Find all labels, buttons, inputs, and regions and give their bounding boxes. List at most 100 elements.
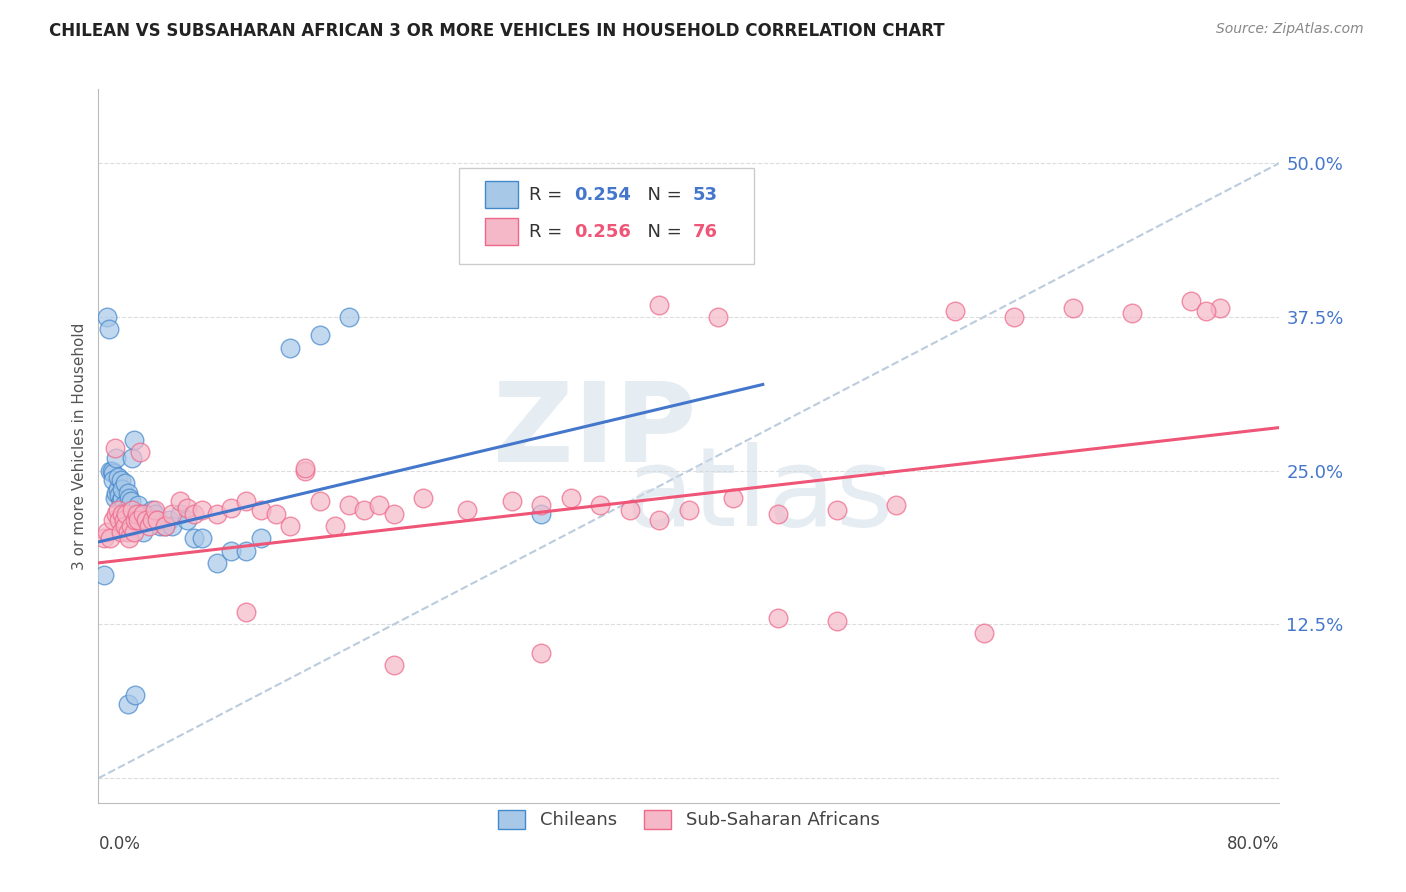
Text: 80.0%: 80.0% [1227,835,1279,853]
Point [93,531,115,545]
Point [111,491,134,505]
Point [825,503,848,517]
Point [121,451,143,466]
Point [169,494,191,508]
Point [124,513,146,527]
Point [117,525,139,540]
Point [309,494,332,508]
Point [107,503,129,517]
Point [105,507,128,521]
Point [157,513,180,527]
Point [619,503,641,517]
Point [146,513,169,527]
Point [323,519,346,533]
Point [104,442,127,456]
Point [294,464,316,478]
Point [118,491,141,505]
Point [114,519,136,533]
Point [107,482,129,496]
Point [135,513,157,527]
Point [122,525,145,540]
Point [153,519,176,533]
Point [105,485,128,500]
Point [138,519,160,533]
Point [107,469,129,483]
Point [96,525,118,540]
Point [110,494,132,508]
Point [146,513,169,527]
Point [139,513,162,527]
Point [141,503,163,517]
Point [560,491,582,505]
Point [183,507,205,521]
Point [122,433,145,447]
Point [132,525,155,540]
Point [124,688,146,702]
Point [221,543,243,558]
FancyBboxPatch shape [485,181,517,209]
Point [678,503,700,517]
Point [112,498,135,512]
FancyBboxPatch shape [458,168,754,264]
Point [382,507,405,521]
Point [124,507,146,521]
Point [100,464,122,478]
Point [128,445,150,459]
Point [112,513,135,527]
Point [111,507,134,521]
Y-axis label: 3 or more Vehicles in Household: 3 or more Vehicles in Household [72,322,87,570]
Point [309,328,332,343]
Point [162,507,183,521]
Point [143,503,166,517]
Point [707,310,730,324]
Text: N =: N = [636,186,688,203]
Point [235,605,257,619]
Point [97,322,120,336]
Point [205,556,228,570]
Point [973,626,995,640]
Point [766,611,789,625]
Point [98,464,121,478]
Point [235,494,257,508]
Text: R =: R = [530,186,568,203]
Point [169,507,191,521]
Point [368,498,391,512]
Point [250,503,273,517]
Point [339,498,361,512]
Point [339,310,361,324]
Point [501,494,523,508]
Point [530,507,553,521]
Point [1180,293,1202,308]
Point [127,498,149,512]
Point [108,488,131,502]
Text: 76: 76 [693,223,717,241]
Point [143,507,166,521]
Point [1002,310,1025,324]
Point [280,519,302,533]
Point [191,531,214,545]
Point [121,503,143,517]
Text: ZIP: ZIP [492,378,696,485]
Point [120,519,142,533]
Point [108,513,131,527]
Point [118,531,141,545]
Point [235,543,257,558]
Point [191,503,214,517]
Point [1195,303,1218,318]
Point [115,503,138,517]
Point [264,507,287,521]
Point [128,507,150,521]
Point [943,303,966,318]
Point [825,614,848,628]
Point [412,491,434,505]
FancyBboxPatch shape [485,219,517,245]
Text: N =: N = [636,223,688,241]
Point [132,513,155,527]
Text: Source: ZipAtlas.com: Source: ZipAtlas.com [1216,22,1364,37]
Text: R =: R = [530,223,568,241]
Point [96,310,118,324]
Point [176,500,198,515]
Point [153,519,176,533]
Point [141,513,163,527]
Point [110,525,132,540]
